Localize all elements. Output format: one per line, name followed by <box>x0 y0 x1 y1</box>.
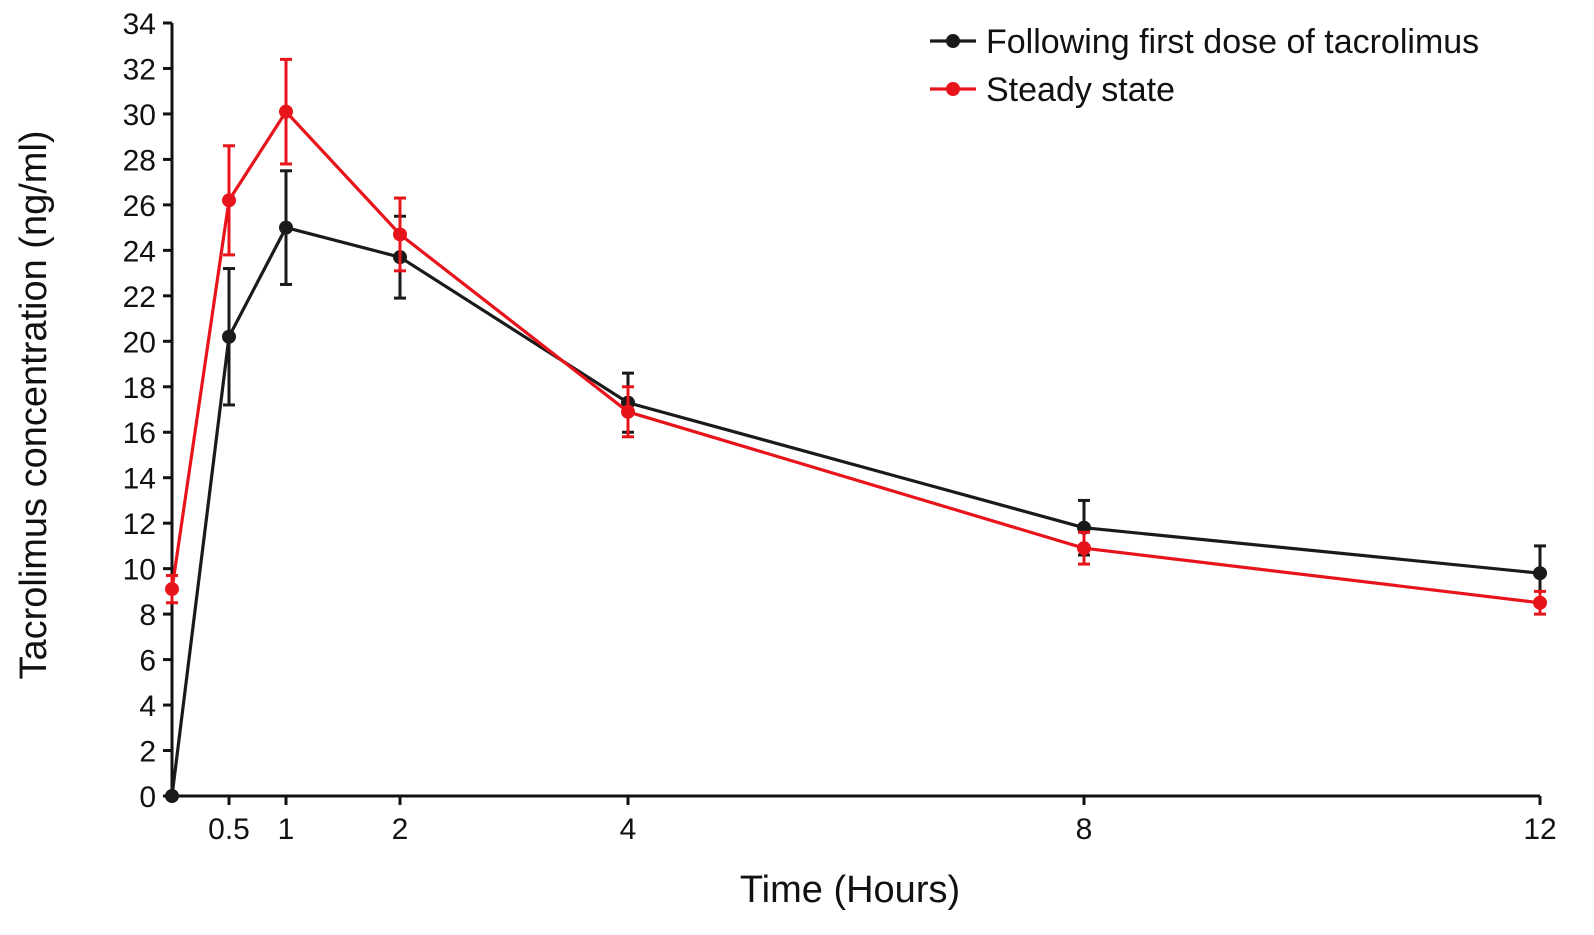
series-line <box>170 226 1541 797</box>
data-point <box>279 220 293 235</box>
data-point <box>1533 595 1547 610</box>
legend: Following first dose of tacrolimus Steady… <box>930 23 1479 109</box>
y-tick-label: 30 <box>123 99 156 132</box>
x-tick-label: 0.5 <box>208 813 250 846</box>
data-point <box>279 104 293 119</box>
y-tick-label: 18 <box>123 372 156 405</box>
x-tick-label: 1 <box>278 813 295 846</box>
x-axis-title: Time (Hours) <box>740 869 960 911</box>
legend-item: Steady state <box>930 71 1175 109</box>
series-2 <box>165 57 1547 616</box>
y-tick-label: 2 <box>139 736 156 769</box>
y-tick-label: 24 <box>123 235 156 268</box>
y-axis-title: Tacrolimus concentration (ng/ml) <box>13 130 55 679</box>
data-point <box>222 329 236 344</box>
legend-label: Following first dose of tacrolimus <box>986 23 1479 61</box>
data-point <box>222 193 236 208</box>
y-tick-label: 34 <box>123 8 156 41</box>
data-point <box>393 227 407 242</box>
legend-swatch-marker <box>946 34 960 48</box>
x-tick-label: 8 <box>1076 813 1093 846</box>
series-1 <box>165 169 1547 803</box>
axes <box>170 23 1540 798</box>
legend-item: Following first dose of tacrolimus <box>930 23 1479 61</box>
y-tick-label: 14 <box>123 463 156 496</box>
y-tick-label: 16 <box>123 417 156 450</box>
y-tick-label: 28 <box>123 144 156 177</box>
data-point <box>165 582 179 597</box>
data-point <box>621 404 635 419</box>
x-tick-label: 4 <box>620 813 637 846</box>
y-tick-label: 6 <box>139 645 156 678</box>
y-tick-label: 32 <box>123 53 156 86</box>
data-point <box>165 789 179 803</box>
series-line <box>170 110 1541 605</box>
legend-swatch-marker <box>946 82 960 96</box>
x-tick-label: 2 <box>392 813 409 846</box>
y-tick-label: 10 <box>123 554 156 587</box>
plot-area <box>165 57 1547 803</box>
data-point <box>1077 541 1091 556</box>
data-point <box>1533 566 1547 581</box>
y-tick-label: 20 <box>123 326 156 359</box>
y-tick-label: 12 <box>123 508 156 541</box>
y-tick-label: 8 <box>139 599 156 632</box>
y-tick-label: 22 <box>123 281 156 314</box>
x-axis-ticks: 0.5 1 2 4 8 12 <box>208 796 1557 846</box>
x-tick-label: 12 <box>1523 813 1556 846</box>
y-tick-label: 26 <box>123 190 156 223</box>
y-tick-label: 4 <box>139 690 156 723</box>
y-tick-label: 0 <box>139 781 156 814</box>
legend-label: Steady state <box>986 71 1175 109</box>
